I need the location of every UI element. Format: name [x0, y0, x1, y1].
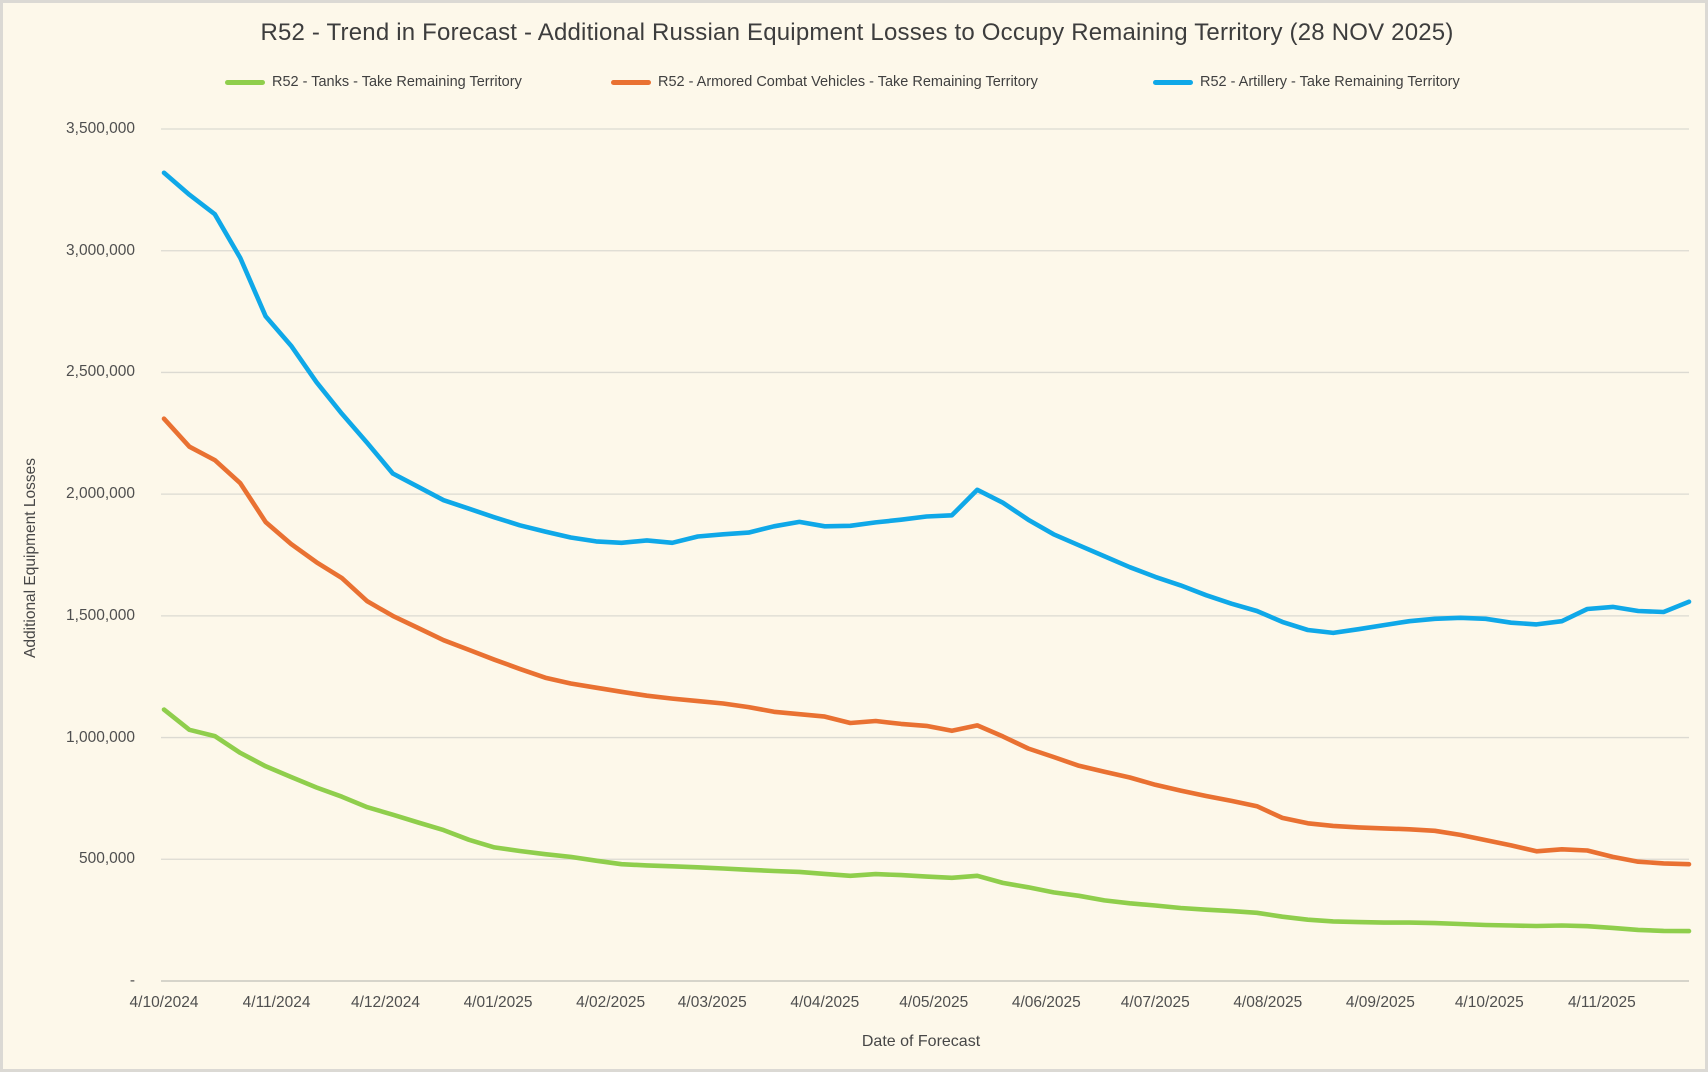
x-tick-label: 4/04/2025: [790, 994, 860, 1011]
x-tick-label: 4/11/2024: [242, 994, 311, 1011]
y-tick-label: 3,000,000: [66, 241, 135, 259]
series-line-tanks: [161, 707, 1692, 934]
x-tick-label: 4/08/2025: [1233, 994, 1303, 1011]
x-tick-label: 4/07/2025: [1120, 994, 1190, 1011]
y-tick-label: 3,500,000: [66, 120, 135, 137]
x-tick-label: 4/01/2025: [463, 994, 533, 1011]
legend-swatch-armored-combat-vehicles-icon: [611, 79, 651, 85]
x-tick-label: 4/11/2025: [1567, 994, 1636, 1011]
x-tick-label: 4/03/2025: [677, 994, 747, 1011]
legend-item-tanks: R52 - Tanks - Take Remaining Territory: [225, 73, 522, 91]
series-line-artillery: [161, 170, 1692, 636]
plot-area: [161, 128, 1692, 982]
x-axis-title: Date of Forecast: [861, 1033, 981, 1050]
y-tick-label: 500,000: [78, 850, 135, 868]
x-tick-label: 4/10/2024: [129, 994, 199, 1011]
y-tick-label: 1,500,000: [66, 606, 135, 624]
legend-swatch-artillery-icon: [1153, 79, 1193, 85]
y-axis-title: Additional Equipment Losses: [22, 458, 39, 658]
x-tick-label: 4/02/2025: [576, 994, 646, 1011]
y-tick-label: -: [129, 972, 135, 989]
series-line-armored-combat-vehicles: [161, 416, 1692, 867]
x-tick-label: 4/06/2025: [1011, 994, 1081, 1011]
y-tick-label: 2,000,000: [66, 485, 135, 503]
y-tick-label: 1,000,000: [66, 728, 135, 746]
legend-label: R52 - Tanks - Take Remaining Territory: [272, 74, 522, 90]
legend-label: R52 - Artillery - Take Remaining Territo…: [1200, 74, 1460, 90]
legend-label: R52 - Armored Combat Vehicles - Take Rem…: [658, 74, 1038, 90]
legend-swatch-tanks-icon: [225, 79, 265, 85]
x-tick-label: 4/10/2025: [1454, 994, 1524, 1011]
legend-item-artillery: R52 - Artillery - Take Remaining Territo…: [1153, 73, 1460, 91]
y-tick-label: 2,500,000: [66, 363, 135, 381]
chart-title: R52 - Trend in Forecast - Additional Rus…: [260, 19, 1454, 46]
x-tick-label: 4/09/2025: [1345, 994, 1415, 1011]
legend-item-armored-combat-vehicles: R52 - Armored Combat Vehicles - Take Rem…: [611, 73, 1038, 91]
x-tick-label: 4/12/2024: [351, 994, 420, 1011]
x-tick-label: 4/05/2025: [899, 994, 969, 1011]
